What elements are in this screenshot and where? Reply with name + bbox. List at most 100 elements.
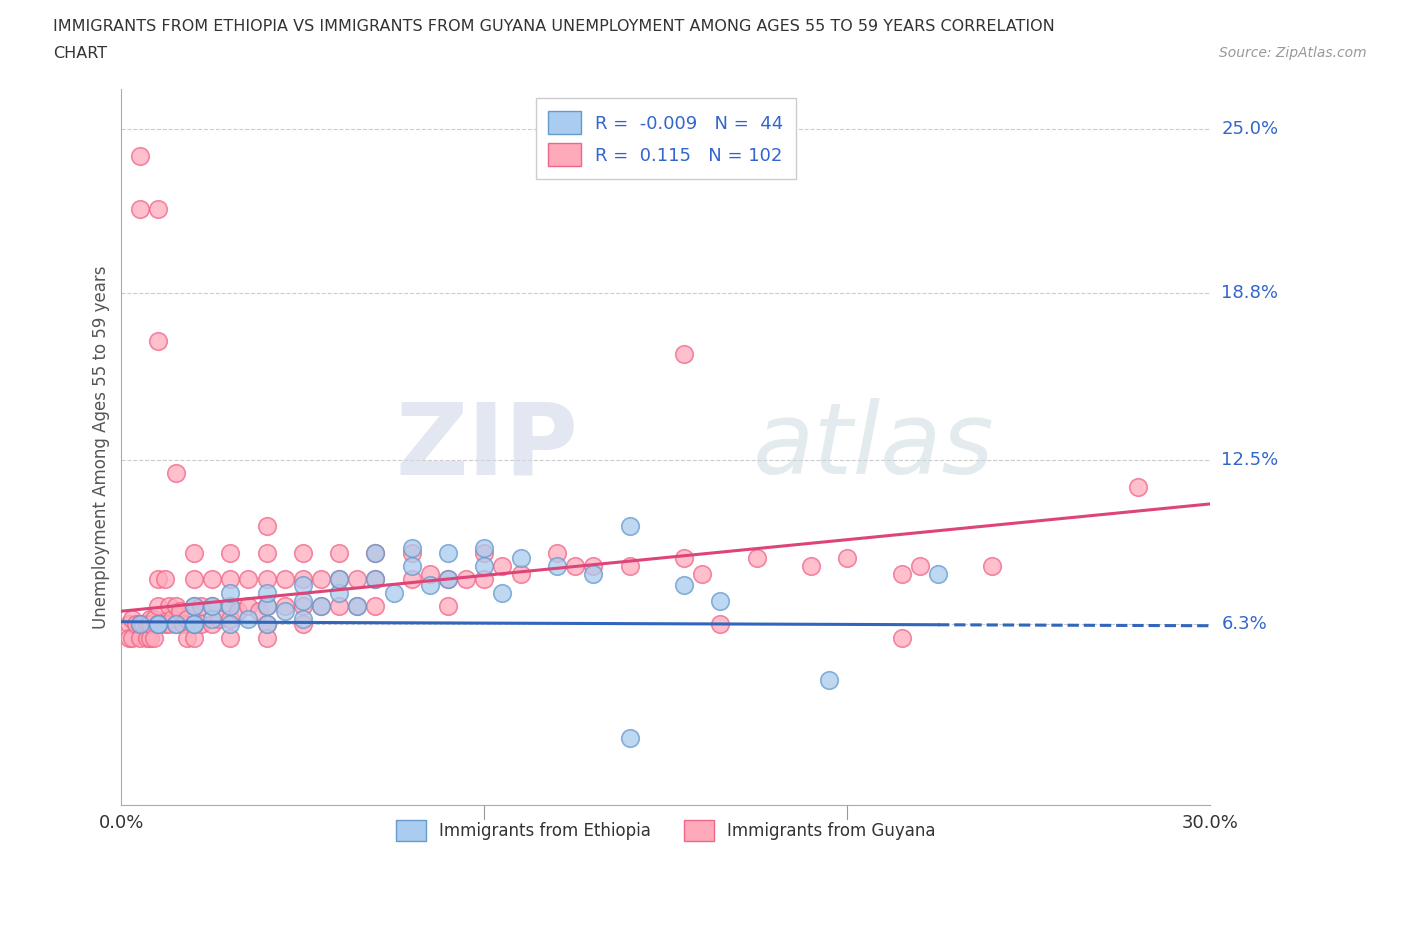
Point xyxy=(401,546,423,561)
Point xyxy=(256,585,278,600)
Point xyxy=(201,598,224,613)
Point xyxy=(201,612,224,627)
Point xyxy=(183,617,205,631)
Point xyxy=(139,612,162,627)
Point xyxy=(118,617,141,631)
Point xyxy=(328,572,350,587)
Point xyxy=(238,598,260,613)
Point xyxy=(619,559,641,574)
Point xyxy=(256,617,278,631)
Point xyxy=(509,551,531,565)
Point xyxy=(1126,479,1149,494)
Point xyxy=(890,566,912,581)
Point xyxy=(165,617,187,631)
Point xyxy=(672,578,695,592)
Point xyxy=(128,617,150,631)
Legend: Immigrants from Ethiopia, Immigrants from Guyana: Immigrants from Ethiopia, Immigrants fro… xyxy=(387,812,945,850)
Point xyxy=(219,598,242,613)
Point xyxy=(146,617,169,631)
Point xyxy=(169,604,191,618)
Point xyxy=(153,572,176,587)
Point xyxy=(837,551,859,565)
Point xyxy=(546,546,568,561)
Point xyxy=(328,546,350,561)
Point xyxy=(401,540,423,555)
Point xyxy=(132,617,155,631)
Point xyxy=(190,598,212,613)
Point xyxy=(908,559,931,574)
Point xyxy=(146,334,169,349)
Point xyxy=(183,598,205,613)
Point xyxy=(346,572,368,587)
Point xyxy=(118,631,141,645)
Point xyxy=(238,612,260,627)
Point xyxy=(437,572,460,587)
Point xyxy=(472,572,495,587)
Point xyxy=(208,612,231,627)
Point xyxy=(183,598,205,613)
Point xyxy=(139,617,162,631)
Point xyxy=(382,585,405,600)
Point xyxy=(219,585,242,600)
Point xyxy=(328,585,350,600)
Point xyxy=(125,617,148,631)
Point xyxy=(256,572,278,587)
Point xyxy=(401,559,423,574)
Point xyxy=(709,617,731,631)
Point xyxy=(256,519,278,534)
Point xyxy=(619,519,641,534)
Point xyxy=(291,617,314,631)
Point xyxy=(364,546,387,561)
Point xyxy=(582,566,605,581)
Point xyxy=(256,546,278,561)
Point xyxy=(226,604,249,618)
Point xyxy=(219,546,242,561)
Point xyxy=(291,612,314,627)
Point xyxy=(157,598,180,613)
Point xyxy=(190,617,212,631)
Point xyxy=(981,559,1004,574)
Point xyxy=(128,617,150,631)
Point xyxy=(291,546,314,561)
Point xyxy=(219,598,242,613)
Point xyxy=(128,148,150,163)
Point xyxy=(291,572,314,587)
Point xyxy=(183,617,205,631)
Point xyxy=(219,572,242,587)
Point xyxy=(183,631,205,645)
Point xyxy=(176,631,198,645)
Point xyxy=(709,593,731,608)
Point xyxy=(165,617,187,631)
Point xyxy=(201,598,224,613)
Point xyxy=(256,598,278,613)
Point xyxy=(456,572,478,587)
Point xyxy=(927,566,949,581)
Point xyxy=(135,617,157,631)
Point xyxy=(672,551,695,565)
Text: Source: ZipAtlas.com: Source: ZipAtlas.com xyxy=(1219,46,1367,60)
Point xyxy=(143,612,166,627)
Point xyxy=(176,612,198,627)
Point xyxy=(690,566,713,581)
Y-axis label: Unemployment Among Ages 55 to 59 years: Unemployment Among Ages 55 to 59 years xyxy=(93,265,110,629)
Point xyxy=(128,201,150,216)
Point xyxy=(472,546,495,561)
Text: CHART: CHART xyxy=(53,46,107,61)
Point xyxy=(128,631,150,645)
Point xyxy=(274,604,297,618)
Point xyxy=(328,572,350,587)
Point xyxy=(183,546,205,561)
Point xyxy=(135,631,157,645)
Point xyxy=(146,598,169,613)
Point xyxy=(564,559,586,574)
Point xyxy=(201,572,224,587)
Point xyxy=(309,598,332,613)
Point xyxy=(546,559,568,574)
Point xyxy=(582,559,605,574)
Point xyxy=(238,572,260,587)
Point xyxy=(165,598,187,613)
Point xyxy=(672,347,695,362)
Point xyxy=(364,546,387,561)
Point xyxy=(165,466,187,481)
Point xyxy=(162,612,184,627)
